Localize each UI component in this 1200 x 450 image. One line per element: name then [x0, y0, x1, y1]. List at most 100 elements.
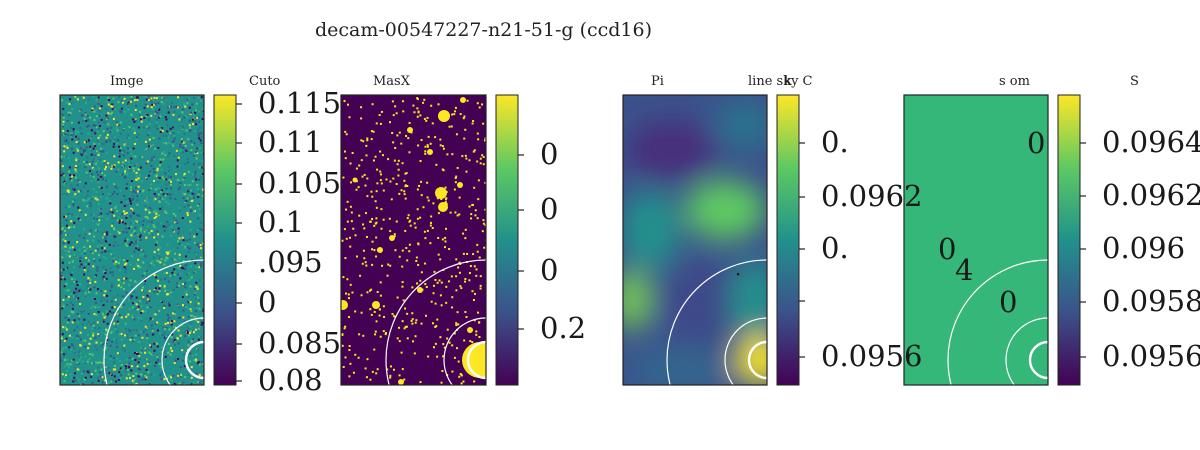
noise-pixel — [62, 125, 65, 128]
noise-pixel — [144, 204, 147, 207]
noise-pixel — [135, 329, 138, 332]
noise-pixel — [185, 293, 188, 296]
mask-pixel — [429, 224, 432, 227]
mask-pixel — [468, 159, 471, 162]
noise-pixel — [105, 328, 108, 331]
noise-pixel — [195, 102, 198, 105]
noise-pixel — [87, 197, 90, 200]
noise-pixel — [183, 132, 186, 135]
mask-pixel — [394, 249, 397, 252]
noise-pixel — [190, 310, 193, 313]
noise-pixel — [123, 194, 126, 197]
noise-pixel — [97, 181, 100, 184]
mask-pixel — [376, 291, 379, 294]
mask-pixel — [462, 117, 465, 120]
noise-pixel — [195, 157, 198, 160]
noise-pixel — [71, 336, 74, 339]
colorbar-tick-label: 0.0964 — [1102, 125, 1200, 159]
noise-pixel — [135, 175, 138, 178]
noise-pixel — [184, 144, 187, 147]
noise-pixel — [120, 316, 123, 319]
noise-pixel — [67, 111, 70, 114]
noise-pixel — [109, 310, 112, 313]
noise-pixel — [139, 227, 142, 230]
noise-pixel — [186, 358, 189, 361]
noise-pixel — [146, 334, 149, 337]
noise-pixel — [95, 126, 98, 129]
noise-pixel — [176, 179, 179, 182]
mask-pixel — [354, 234, 357, 237]
mask-pixel — [471, 290, 474, 293]
noise-pixel — [200, 361, 203, 364]
noise-pixel — [98, 143, 101, 146]
mask-pixel — [397, 168, 400, 171]
noise-pixel — [66, 251, 69, 254]
noise-pixel — [117, 230, 120, 233]
panel4-title: s om — [999, 74, 1030, 89]
noise-pixel — [134, 129, 137, 132]
noise-pixel — [65, 224, 68, 227]
noise-pixel — [166, 220, 169, 223]
noise-pixel — [189, 330, 192, 333]
noise-pixel — [179, 277, 182, 280]
noise-pixel — [101, 142, 104, 145]
noise-pixel — [106, 233, 109, 236]
noise-pixel — [168, 152, 171, 155]
noise-pixel — [140, 351, 143, 354]
noise-pixel — [199, 139, 202, 142]
noise-pixel — [75, 141, 78, 144]
noise-pixel — [129, 148, 132, 151]
noise-pixel — [156, 345, 159, 348]
noise-pixel — [130, 96, 133, 99]
mask-pixel — [369, 308, 372, 311]
noise-pixel — [110, 224, 113, 227]
mask-pixel — [455, 258, 458, 261]
noise-pixel — [183, 383, 186, 385]
noise-pixel — [95, 361, 98, 364]
noise-pixel — [120, 165, 123, 168]
noise-pixel — [144, 140, 147, 143]
noise-pixel — [63, 145, 66, 148]
noise-pixel — [154, 313, 157, 316]
noise-pixel — [137, 258, 140, 261]
noise-pixel — [184, 255, 187, 258]
noise-pixel — [111, 211, 114, 214]
mask-pixel — [372, 159, 375, 162]
noise-pixel — [154, 243, 157, 246]
noise-pixel — [100, 186, 103, 189]
mask-pixel — [371, 263, 374, 266]
mask-pixel — [411, 322, 414, 325]
noise-pixel — [62, 305, 65, 308]
noise-pixel — [137, 364, 140, 367]
noise-pixel — [118, 262, 121, 265]
noise-pixel — [60, 359, 63, 362]
mask-pixel — [476, 250, 479, 253]
noise-pixel — [134, 232, 137, 235]
noise-pixel — [111, 274, 114, 277]
mask-pixel — [354, 310, 357, 313]
noise-pixel — [155, 210, 158, 213]
noise-pixel — [147, 142, 150, 145]
noise-pixel — [73, 311, 76, 314]
noise-pixel — [197, 193, 200, 196]
noise-pixel — [117, 161, 120, 164]
noise-pixel — [102, 266, 105, 269]
noise-pixel — [180, 138, 183, 141]
overlay-circle — [103, 259, 204, 385]
noise-pixel — [71, 311, 74, 314]
mask-pixel — [394, 147, 397, 150]
mask-pixel — [349, 245, 352, 248]
mask-pixel — [439, 294, 442, 297]
noise-pixel — [130, 295, 133, 298]
noise-pixel — [150, 159, 153, 162]
mask-pixel — [389, 180, 392, 183]
mask-pixel — [419, 279, 422, 282]
noise-pixel — [71, 138, 74, 141]
colorbar-1 — [213, 94, 237, 386]
noise-pixel — [190, 376, 193, 379]
noise-pixel — [124, 198, 127, 201]
mask-pixel — [372, 130, 375, 133]
noise-pixel — [197, 361, 200, 364]
noise-pixel — [104, 346, 107, 349]
noise-pixel — [72, 358, 75, 361]
